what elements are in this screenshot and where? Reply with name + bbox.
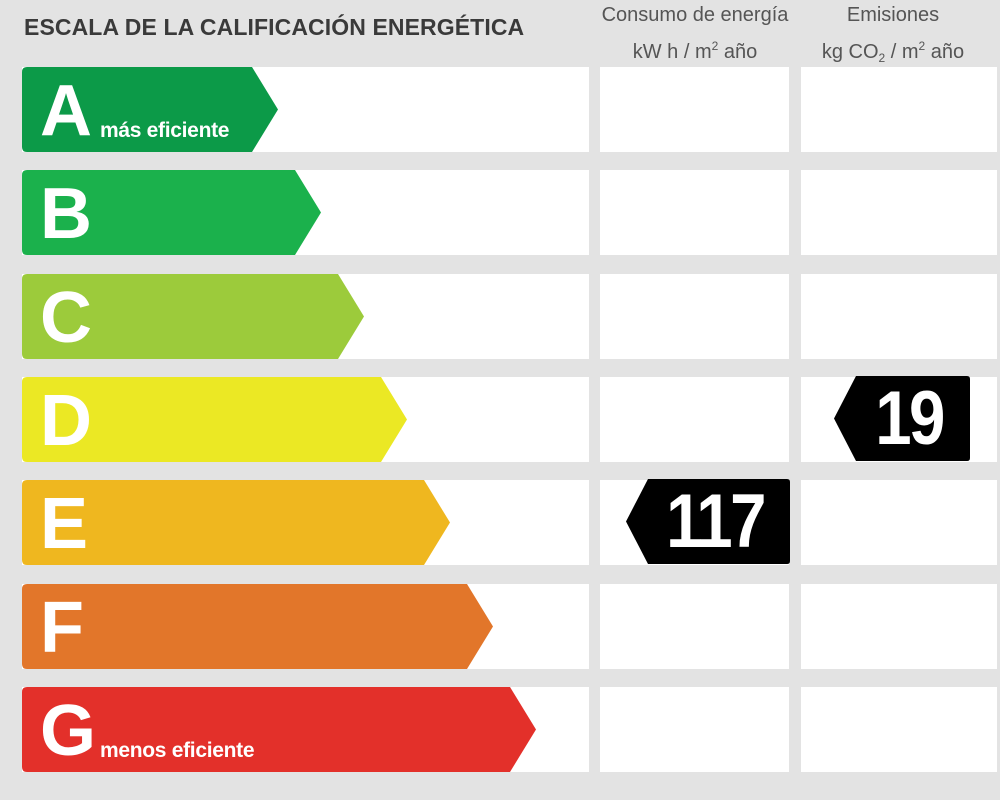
- consumo-column-header: Consumo de energía kW h / m2 año: [590, 0, 800, 68]
- rating-arrow-b: B: [22, 170, 321, 255]
- emisiones-header-line1: Emisiones: [846, 4, 940, 26]
- rating-sublabel-a: más eficiente: [100, 119, 230, 142]
- consumo-cell-d: [600, 377, 789, 462]
- rating-letter-e: E: [40, 484, 89, 564]
- rating-letter-d: D: [40, 381, 92, 461]
- rating-letter-a: A: [40, 71, 92, 151]
- emisiones-cell-a: [801, 67, 997, 152]
- rating-arrow-f: F: [22, 584, 493, 669]
- emisiones-badge-value: 19: [875, 376, 945, 461]
- consumo-cell-g: [600, 687, 789, 772]
- consumo-badge-value: 117: [666, 479, 766, 564]
- consumo-header-units: kW h / m2 año: [632, 39, 758, 63]
- emisiones-cell-f: [801, 584, 997, 669]
- consumo-badge: 117: [626, 479, 790, 564]
- consumo-cell-b: [600, 170, 789, 255]
- consumo-header-line1: Consumo de energía: [601, 4, 789, 26]
- emisiones-column-header: Emisiones kg CO2 / m2 año: [795, 0, 991, 74]
- consumo-cell-c: [600, 274, 789, 359]
- rating-letter-c: C: [40, 278, 92, 358]
- rating-letter-b: B: [40, 174, 92, 254]
- consumo-cell-f: [600, 584, 789, 669]
- rating-letter-f: F: [40, 588, 84, 668]
- rating-sublabel-g: menos eficiente: [100, 739, 255, 762]
- emisiones-header-units: kg CO2 / m2 año: [821, 39, 965, 65]
- consumo-cell-a: [600, 67, 789, 152]
- emisiones-cell-b: [801, 170, 997, 255]
- emisiones-cell-c: [801, 274, 997, 359]
- emisiones-badge: 19: [834, 376, 970, 461]
- emisiones-cell-e: [801, 480, 997, 565]
- page-title: ESCALA DE LA CALIFICACIÓN ENERGÉTICA: [24, 14, 525, 40]
- rating-arrow-d: D: [22, 377, 407, 462]
- rating-letter-g: G: [40, 691, 97, 771]
- rating-arrow-c: C: [22, 274, 364, 359]
- emisiones-cell-g: [801, 687, 997, 772]
- rating-arrow-e: E: [22, 480, 450, 565]
